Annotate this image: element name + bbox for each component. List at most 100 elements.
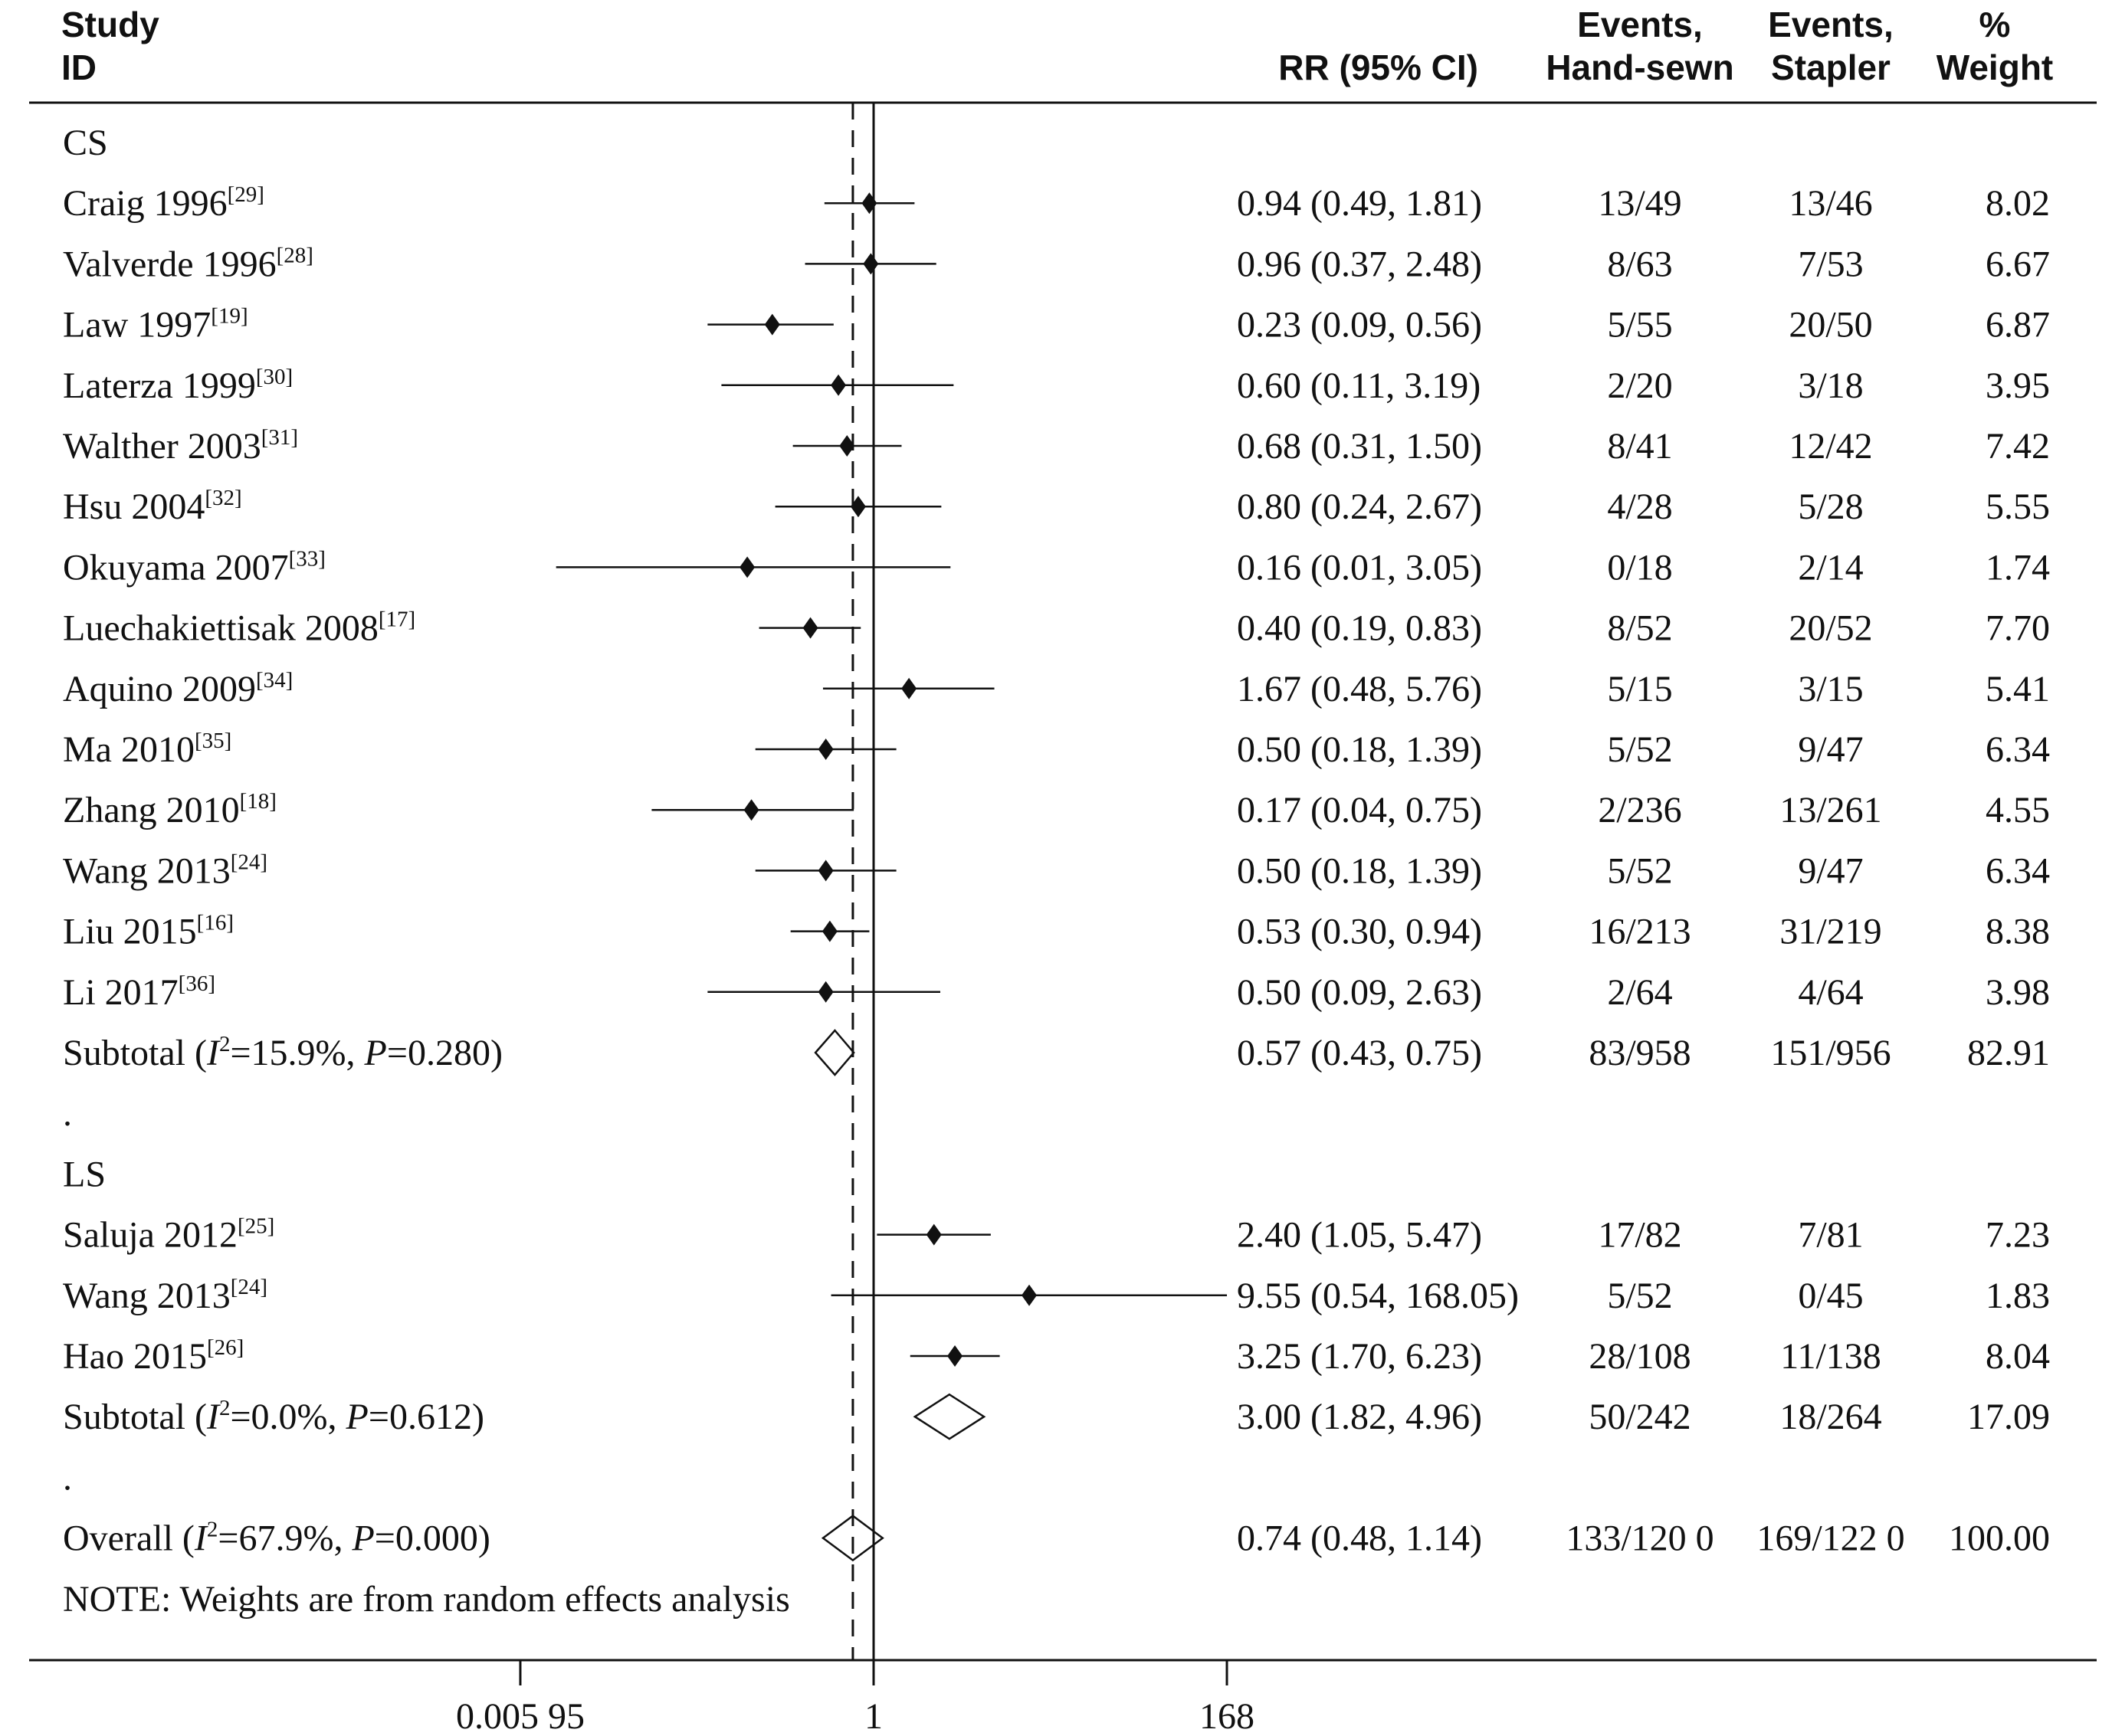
events-hand-sewn: 2/20 <box>1607 365 1672 406</box>
point-estimate-marker <box>901 677 917 699</box>
rr-ci-value: 3.25 (1.70, 6.23) <box>1237 1336 1482 1377</box>
events-hand-sewn: 5/52 <box>1607 1276 1672 1316</box>
study-label: Ma 2010[35] <box>63 729 231 770</box>
row-study: Law 1997[19] 0.23 (0.09, 0.56) 5/55 20/50 6.… <box>63 304 2050 346</box>
row-group: LS <box>63 1154 106 1194</box>
events-stapler: 7/53 <box>1798 244 1863 284</box>
events-stapler: 11/138 <box>1780 1336 1881 1377</box>
point-estimate-marker <box>839 435 855 457</box>
point-estimate-marker <box>1022 1284 1038 1306</box>
header-events-stapler-1: Events, <box>1768 5 1894 44</box>
row-dot: . <box>63 1457 72 1498</box>
row-study: Okuyama 2007[33] 0.16 (0.01, 3.05) 0/18 2/1… <box>63 546 2050 588</box>
row-study: Walther 2003[31] 0.68 (0.31, 1.50) 8/41 12/… <box>63 425 2050 467</box>
row-study: Luechakiettisak 2008[17] 0.40 (0.19, 0.83… <box>63 608 2050 649</box>
events-hand-sewn: 28/108 <box>1589 1336 1691 1377</box>
rr-ci-value: 0.23 (0.09, 0.56) <box>1237 305 1482 346</box>
subtotal-label: Subtotal (I2=15.9%, P=0.280) <box>63 1032 503 1073</box>
row-study: Wang 2013[24] 9.55 (0.54, 168.05) 5/52 0/45… <box>63 1275 2050 1316</box>
subtotal-label: Subtotal (I2=0.0%, P=0.612) <box>63 1396 484 1437</box>
weight-percent: 5.41 <box>1986 669 2050 709</box>
point-estimate-marker <box>740 556 756 578</box>
weight-percent: 8.04 <box>1986 1336 2050 1377</box>
point-estimate-marker <box>831 374 847 396</box>
rr-ci-value: 0.40 (0.19, 0.83) <box>1237 608 1482 649</box>
weight-percent: 17.09 <box>1967 1397 2050 1437</box>
row-study: Liu 2015[16] 0.53 (0.30, 0.94) 16/213 31/21… <box>63 911 2050 952</box>
study-label: Luechakiettisak 2008[17] <box>63 608 415 649</box>
events-stapler: 12/42 <box>1789 426 1872 467</box>
weight-percent: 6.34 <box>1986 729 2050 770</box>
x-tick-label: 1 <box>864 1696 883 1736</box>
rr-ci-value: 0.16 (0.01, 3.05) <box>1237 547 1482 588</box>
events-hand-sewn: 5/15 <box>1607 669 1672 709</box>
pooled-diamond <box>814 1029 855 1076</box>
row-study: Ma 2010[35] 0.50 (0.18, 1.39) 5/52 9/47 6.34 <box>63 729 2050 770</box>
events-hand-sewn: 2/236 <box>1598 790 1681 830</box>
events-stapler: 151/956 <box>1770 1033 1891 1073</box>
x-tick-label: 0.005 95 <box>456 1696 585 1736</box>
events-hand-sewn: 2/64 <box>1607 972 1672 1013</box>
events-stapler: 0/45 <box>1798 1276 1863 1316</box>
row-dot: . <box>63 1093 72 1134</box>
study-label: Craig 1996[29] <box>63 182 264 224</box>
study-label: Aquino 2009[34] <box>63 668 293 709</box>
study-label: Wang 2013[24] <box>63 850 267 891</box>
events-hand-sewn: 5/55 <box>1607 305 1672 346</box>
weight-percent: 6.67 <box>1986 244 2050 284</box>
events-hand-sewn: 4/28 <box>1607 486 1672 527</box>
weight-percent: 1.74 <box>1986 547 2050 588</box>
study-label: Wang 2013[24] <box>63 1275 267 1316</box>
events-stapler: 18/264 <box>1779 1397 1881 1437</box>
rr-ci-value: 0.17 (0.04, 0.75) <box>1237 790 1482 830</box>
weight-percent: 8.02 <box>1986 183 2050 224</box>
study-label: Hsu 2004[32] <box>63 486 242 527</box>
point-estimate-marker <box>926 1223 942 1246</box>
study-label: Saluja 2012[25] <box>63 1214 274 1256</box>
study-label: Li 2017[36] <box>63 971 215 1013</box>
events-hand-sewn: 17/82 <box>1598 1215 1681 1256</box>
events-stapler: 169/122 0 <box>1756 1518 1904 1559</box>
events-stapler: 13/46 <box>1789 183 1872 224</box>
header-events-hand-2: Hand-sewn <box>1546 47 1733 87</box>
weight-percent: 6.34 <box>1986 850 2050 891</box>
events-hand-sewn: 0/18 <box>1607 547 1672 588</box>
point-estimate-marker <box>743 799 759 821</box>
point-estimate-marker <box>947 1345 963 1367</box>
point-estimate-marker <box>822 920 838 942</box>
row-study: Li 2017[36] 0.50 (0.09, 2.63) 2/64 4/64 3.98 <box>63 971 2050 1013</box>
events-stapler: 20/50 <box>1789 305 1872 346</box>
rr-ci-value: 1.67 (0.48, 5.76) <box>1237 669 1482 709</box>
weight-percent: 3.95 <box>1986 365 2050 406</box>
dot-label: . <box>63 1457 72 1498</box>
row-study: Zhang 2010[18] 0.17 (0.04, 0.75) 2/236 13/2… <box>63 789 2050 830</box>
weight-percent: 3.98 <box>1986 972 2050 1013</box>
weight-percent: 8.38 <box>1986 912 2050 952</box>
header-events-stapler-2: Stapler <box>1771 47 1891 87</box>
header-rr: RR (95% CI) <box>1278 47 1478 87</box>
row-overall: Overall (I2=67.9%, P=0.000) 0.74 (0.48, 1… <box>63 1515 2050 1562</box>
events-stapler: 3/18 <box>1798 365 1863 406</box>
rr-ci-value: 9.55 (0.54, 168.05) <box>1237 1276 1519 1316</box>
overall-label: Overall (I2=67.9%, P=0.000) <box>63 1518 490 1559</box>
events-hand-sewn: 50/242 <box>1589 1397 1691 1437</box>
events-hand-sewn: 16/213 <box>1589 912 1691 952</box>
weight-percent: 6.87 <box>1986 305 2050 346</box>
events-hand-sewn: 133/120 0 <box>1566 1518 1714 1559</box>
row-study: Aquino 2009[34] 1.67 (0.48, 5.76) 5/15 3/15… <box>63 668 2050 709</box>
study-label: Zhang 2010[18] <box>63 789 277 830</box>
row-group: CS <box>63 123 108 163</box>
rr-ci-value: 0.68 (0.31, 1.50) <box>1237 426 1482 467</box>
rr-ci-value: 0.50 (0.18, 1.39) <box>1237 729 1482 770</box>
row-study: Valverde 1996[28] 0.96 (0.37, 2.48) 8/63 7/… <box>63 243 2050 284</box>
rr-ci-value: 0.50 (0.09, 2.63) <box>1237 972 1482 1013</box>
rr-ci-value: 0.96 (0.37, 2.48) <box>1237 244 1482 284</box>
study-label: Law 1997[19] <box>63 304 248 346</box>
weight-percent: 100.00 <box>1949 1518 2050 1559</box>
events-stapler: 4/64 <box>1798 972 1863 1013</box>
dot-label: . <box>63 1093 72 1134</box>
events-hand-sewn: 83/958 <box>1589 1033 1691 1073</box>
point-estimate-marker <box>764 313 780 336</box>
row-study: Wang 2013[24] 0.50 (0.18, 1.39) 5/52 9/47 6.… <box>63 850 2050 891</box>
